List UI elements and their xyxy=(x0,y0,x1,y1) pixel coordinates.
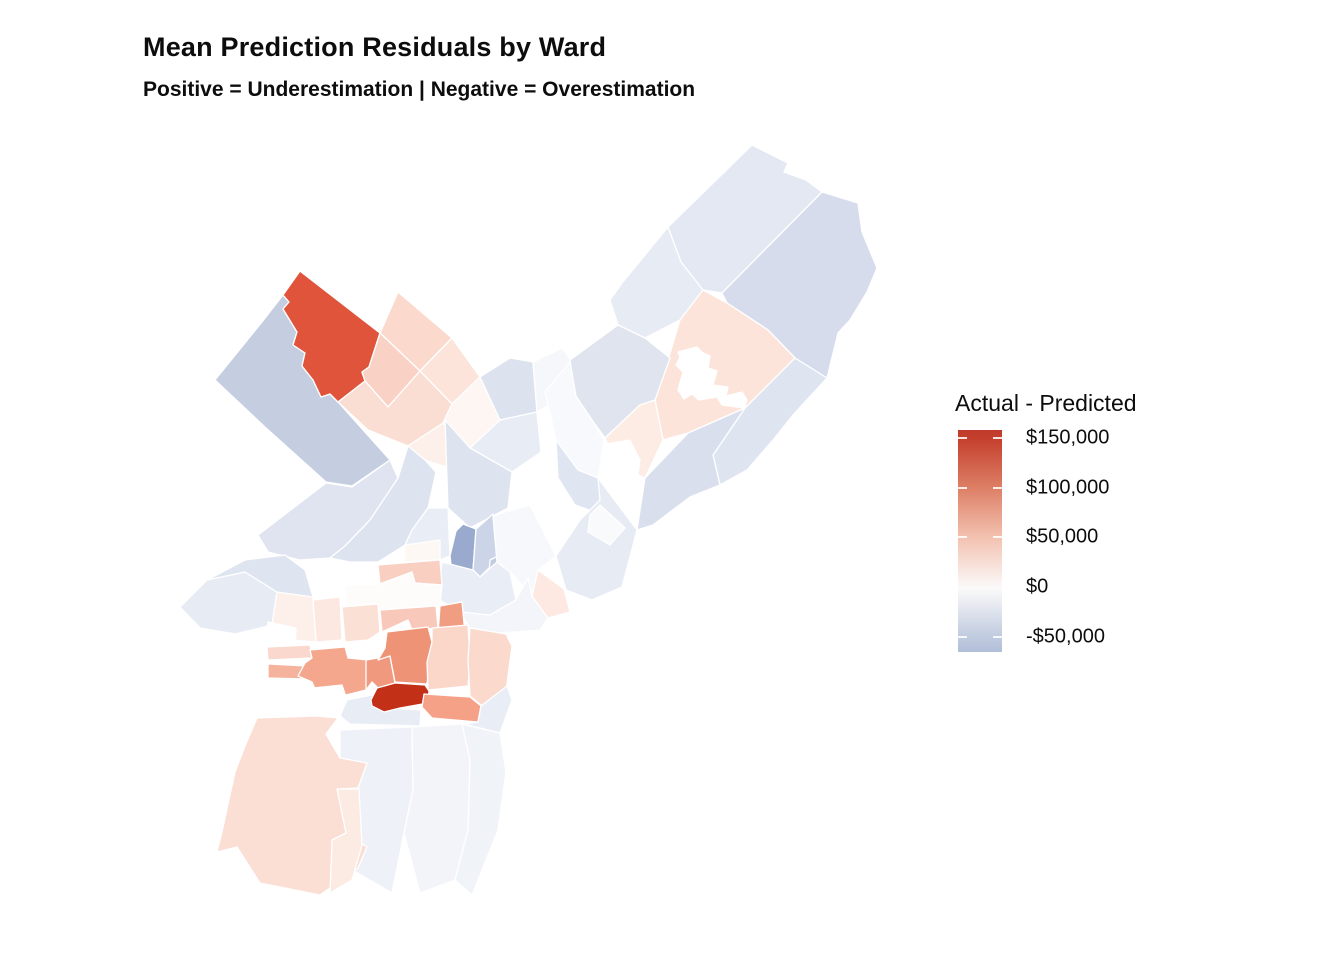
colorbar-label-50k: $50,000 xyxy=(1026,525,1099,548)
ward-south-salmon-strip xyxy=(421,693,482,723)
ward-south-philly-east xyxy=(454,723,507,896)
colorbar-gradient xyxy=(958,430,1002,652)
ward-graduate-hospital-pink xyxy=(426,624,471,691)
ward-holmesburg-lavender xyxy=(636,407,746,531)
ward-fairmount-pink-2 xyxy=(341,603,381,643)
legend-title: Actual - Predicted xyxy=(955,390,1137,416)
legend: Actual - Predicted $150,000 $100,000 $50… xyxy=(955,390,1215,652)
colorbar-tick xyxy=(958,536,967,538)
ward-west-philly-pink-strip xyxy=(266,644,313,661)
colorbar-label-neg50k: -$50,000 xyxy=(1026,625,1105,648)
ward-deep-red xyxy=(370,682,430,713)
colorbar-tick xyxy=(958,437,967,439)
legend-colorbar: $150,000 $100,000 $50,000 $0 -$50,000 xyxy=(958,427,1109,652)
ward-point-breeze-salmon xyxy=(377,626,433,685)
plot-title: Mean Prediction Residuals by Ward xyxy=(143,32,607,63)
ward-pennypack-white xyxy=(675,346,748,409)
colorbar-tick xyxy=(993,636,1002,638)
colorbar-tick xyxy=(958,487,967,489)
colorbar-tick xyxy=(993,437,1002,439)
ward-girard-pink-band xyxy=(379,605,439,633)
ward-allegheny-west-lavender xyxy=(329,445,437,563)
plot-subtitle: Positive = Underestimation | Negative = … xyxy=(143,78,696,102)
colorbar-tick xyxy=(993,487,1002,489)
colorbar-label-100k: $100,000 xyxy=(1026,476,1110,499)
ward-river-ward-pink xyxy=(531,569,571,619)
colorbar-tick xyxy=(958,636,967,638)
colorbar-label-0: $0 xyxy=(1026,575,1049,598)
ward-fairmount-pink-1 xyxy=(312,596,343,643)
ward-southwest-pink-light xyxy=(329,788,363,894)
ward-richmond-white xyxy=(587,504,626,546)
ward-southwest-pink xyxy=(216,715,368,896)
colorbar-tick xyxy=(993,536,1002,538)
colorbar-label-150k: $150,000 xyxy=(1026,426,1110,449)
ward-port-richmond-lavender xyxy=(555,477,638,601)
